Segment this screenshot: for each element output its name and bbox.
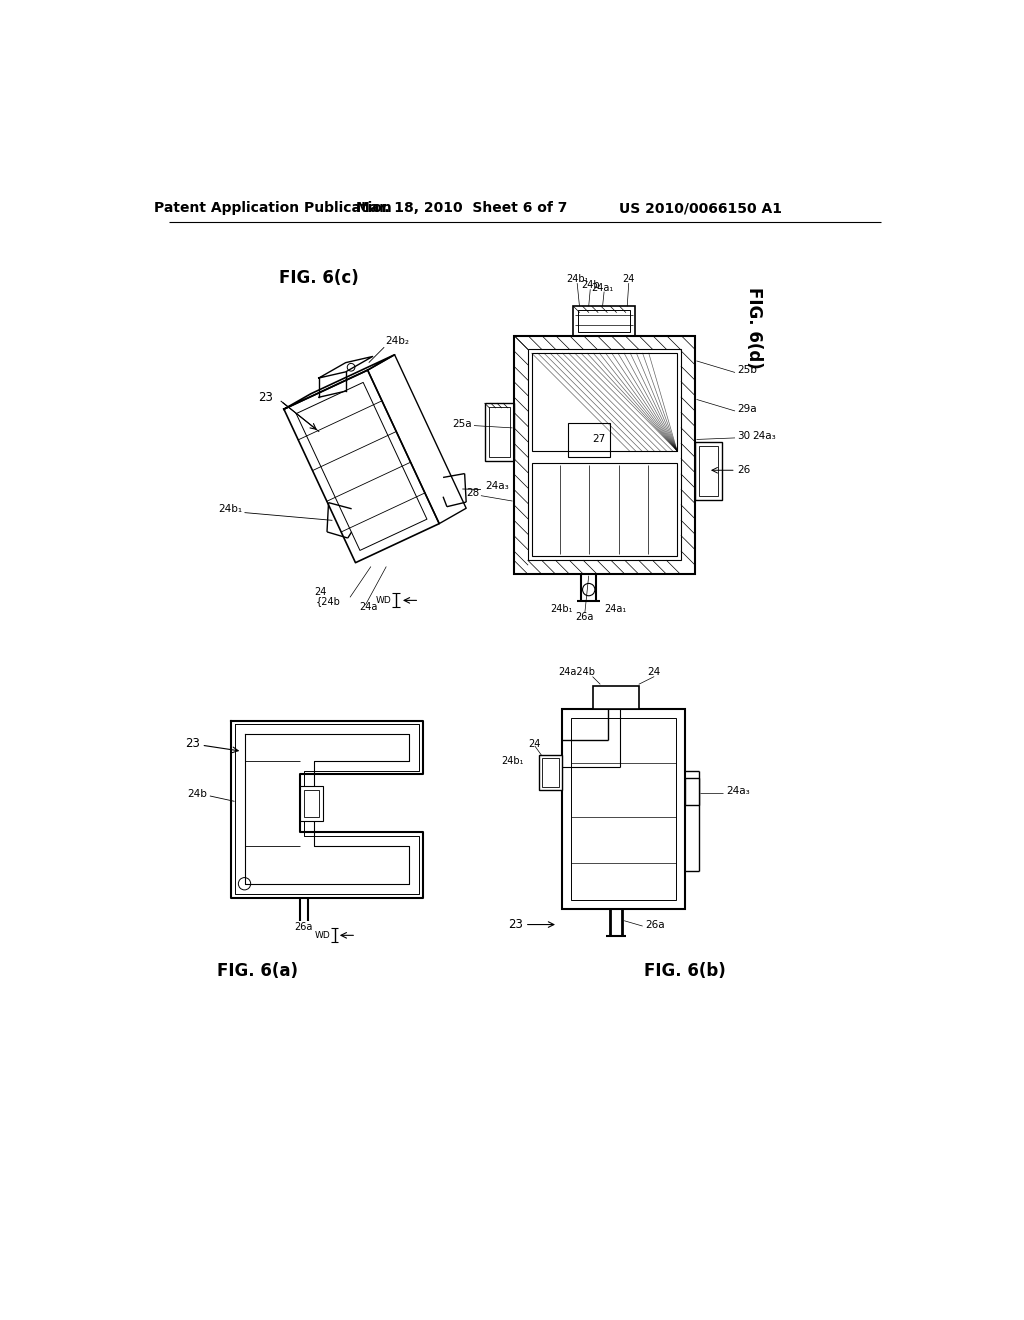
Text: US 2010/0066150 A1: US 2010/0066150 A1 — [618, 202, 782, 215]
Bar — [685, 779, 698, 805]
Text: 28: 28 — [466, 488, 479, 499]
Bar — [562, 709, 685, 909]
Text: FIG. 6(b): FIG. 6(b) — [644, 962, 726, 979]
Bar — [593, 686, 639, 709]
Text: 24b₂: 24b₂ — [386, 335, 410, 346]
Text: 30: 30 — [737, 430, 751, 441]
Text: 23: 23 — [258, 391, 272, 404]
Bar — [528, 350, 681, 561]
Bar — [568, 422, 610, 457]
Text: 26a: 26a — [295, 921, 313, 932]
Text: 26a: 26a — [645, 920, 665, 929]
Text: 24b₁: 24b₁ — [566, 273, 589, 284]
Text: WD: WD — [376, 595, 391, 605]
Text: 29a: 29a — [737, 404, 757, 413]
Bar — [531, 354, 677, 451]
Circle shape — [239, 878, 251, 890]
Bar — [571, 718, 676, 900]
Circle shape — [583, 583, 595, 595]
Text: 26: 26 — [737, 465, 751, 475]
Text: WD: WD — [314, 931, 330, 940]
Bar — [531, 462, 677, 557]
Bar — [484, 404, 514, 461]
Text: 26a: 26a — [575, 611, 594, 622]
Text: 24a₃: 24a₃ — [726, 787, 750, 796]
Text: 24: 24 — [623, 273, 635, 284]
Bar — [542, 758, 559, 787]
Bar — [539, 755, 562, 789]
Text: 25a: 25a — [452, 418, 472, 429]
Text: FIG. 6(c): FIG. 6(c) — [280, 269, 359, 286]
Text: 24a₁: 24a₁ — [604, 603, 627, 614]
Text: 24b: 24b — [187, 788, 208, 799]
Text: Mar. 18, 2010  Sheet 6 of 7: Mar. 18, 2010 Sheet 6 of 7 — [356, 202, 567, 215]
Text: 24a24b: 24a24b — [559, 667, 596, 677]
Text: 24b₁: 24b₁ — [218, 504, 243, 513]
Text: 25b: 25b — [737, 366, 757, 375]
Text: 27: 27 — [593, 434, 606, 445]
Text: 24: 24 — [647, 667, 660, 677]
Text: FIG. 6(a): FIG. 6(a) — [217, 962, 298, 979]
Text: 24a₁: 24a₁ — [592, 282, 613, 293]
Bar — [695, 442, 722, 499]
Text: 24: 24 — [528, 739, 541, 748]
Text: 24a₃: 24a₃ — [753, 430, 776, 441]
Text: 23: 23 — [508, 917, 523, 931]
Text: FIG. 6(d): FIG. 6(d) — [745, 286, 763, 368]
Text: {24b: {24b — [315, 597, 341, 606]
Text: 24: 24 — [314, 587, 327, 597]
Bar — [304, 789, 319, 817]
Bar — [488, 407, 510, 457]
Bar — [573, 306, 635, 335]
Text: Patent Application Publication: Patent Application Publication — [155, 202, 392, 215]
Bar — [300, 785, 323, 821]
Text: 23: 23 — [185, 737, 200, 750]
Bar — [698, 446, 718, 496]
Polygon shape — [230, 721, 423, 898]
Text: 24b: 24b — [581, 280, 600, 289]
Text: 24a: 24a — [359, 602, 378, 612]
Bar — [514, 335, 695, 574]
Text: 24b₁: 24b₁ — [501, 755, 523, 766]
Bar — [578, 310, 631, 331]
Text: 24b₁: 24b₁ — [551, 603, 573, 614]
Text: 24a₃: 24a₃ — [484, 480, 509, 491]
